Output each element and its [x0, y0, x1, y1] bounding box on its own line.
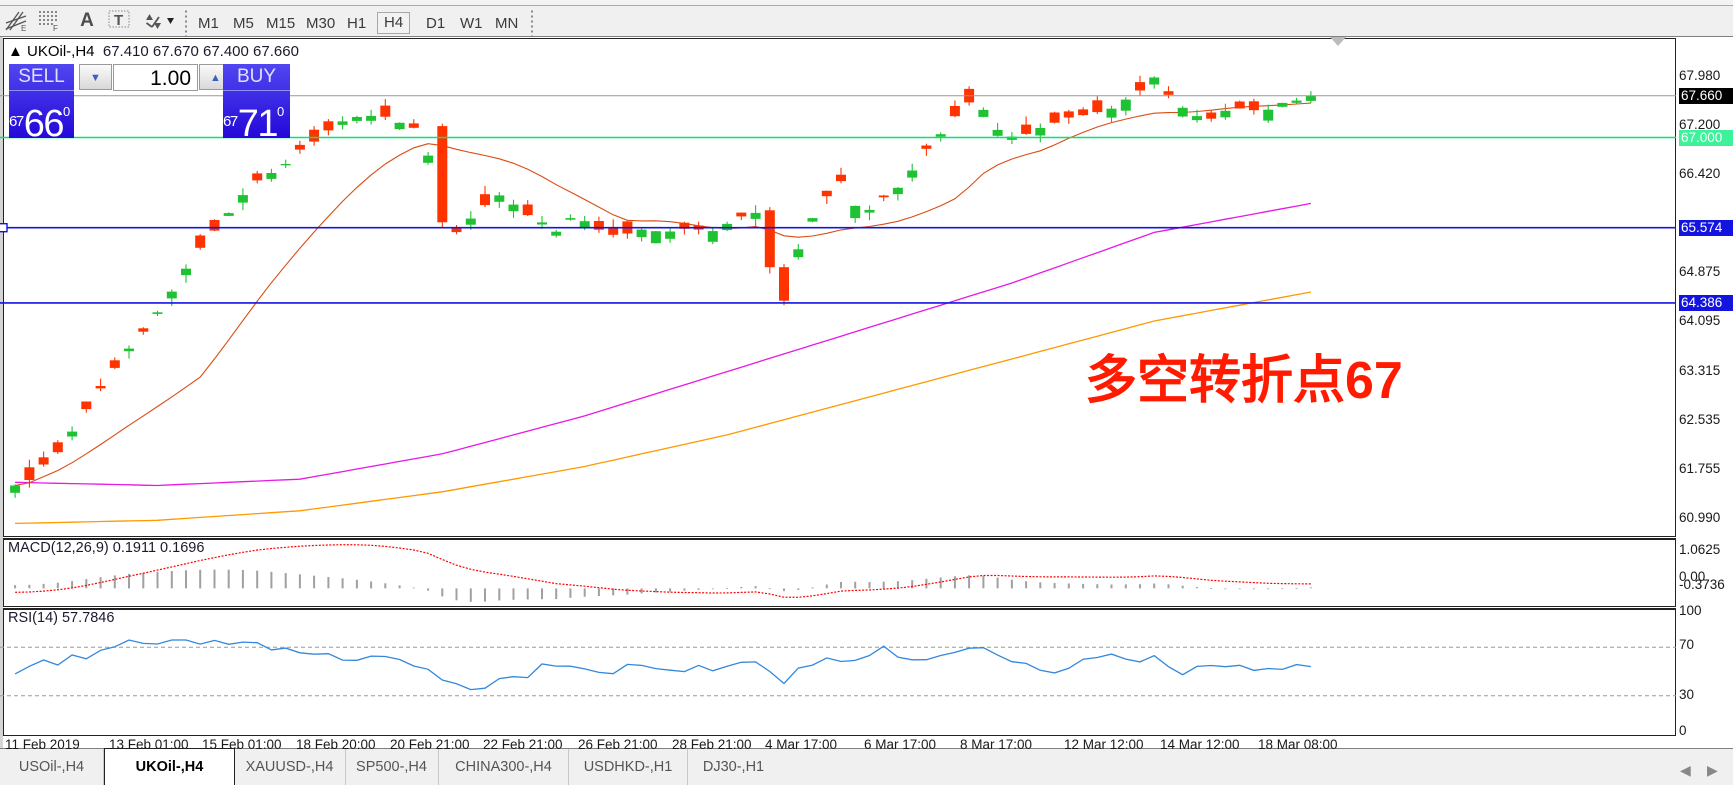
svg-text:F: F — [53, 24, 58, 32]
svg-text:E: E — [21, 24, 26, 32]
svg-text:T: T — [114, 12, 123, 29]
